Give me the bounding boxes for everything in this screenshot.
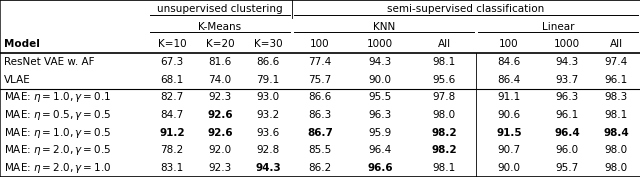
Text: 1000: 1000 (554, 39, 580, 49)
Text: 85.5: 85.5 (308, 145, 332, 155)
Text: 68.1: 68.1 (161, 75, 184, 85)
Text: 93.6: 93.6 (257, 128, 280, 138)
Text: 100: 100 (310, 39, 330, 49)
Text: 93.2: 93.2 (257, 110, 280, 120)
Text: 95.5: 95.5 (369, 92, 392, 102)
Text: 98.0: 98.0 (433, 110, 456, 120)
Text: Linear: Linear (541, 22, 574, 32)
Text: 81.6: 81.6 (209, 57, 232, 67)
Text: 95.7: 95.7 (556, 163, 579, 173)
Text: 67.3: 67.3 (161, 57, 184, 67)
Text: 90.0: 90.0 (497, 163, 520, 173)
Text: 94.3: 94.3 (255, 163, 281, 173)
Text: 75.7: 75.7 (308, 75, 332, 85)
Text: 95.6: 95.6 (433, 75, 456, 85)
Text: 90.6: 90.6 (497, 110, 520, 120)
Text: KNN: KNN (373, 22, 395, 32)
Text: 96.4: 96.4 (369, 145, 392, 155)
Text: 94.3: 94.3 (556, 57, 579, 67)
Text: 86.2: 86.2 (308, 163, 332, 173)
Text: 93.0: 93.0 (257, 92, 280, 102)
Text: K-Means: K-Means (198, 22, 241, 32)
Text: 98.1: 98.1 (604, 110, 628, 120)
Text: 98.3: 98.3 (604, 92, 628, 102)
Text: 77.4: 77.4 (308, 57, 332, 67)
Text: 94.3: 94.3 (369, 57, 392, 67)
Text: MAE: $\eta = 1.0, \gamma = 0.5$: MAE: $\eta = 1.0, \gamma = 0.5$ (4, 126, 111, 140)
Text: 95.9: 95.9 (369, 128, 392, 138)
Text: 84.7: 84.7 (161, 110, 184, 120)
Text: MAE: $\eta = 2.0, \gamma = 0.5$: MAE: $\eta = 2.0, \gamma = 0.5$ (4, 143, 111, 158)
Text: 96.0: 96.0 (556, 145, 579, 155)
Text: 96.3: 96.3 (556, 92, 579, 102)
Text: 97.8: 97.8 (433, 92, 456, 102)
Text: 86.6: 86.6 (257, 57, 280, 67)
Text: 100: 100 (499, 39, 519, 49)
Text: 86.4: 86.4 (497, 75, 520, 85)
Text: 98.2: 98.2 (431, 128, 457, 138)
Text: All: All (437, 39, 451, 49)
Text: 1000: 1000 (367, 39, 393, 49)
Text: 91.2: 91.2 (159, 128, 185, 138)
Text: 98.2: 98.2 (431, 145, 457, 155)
Text: unsupervised clustering: unsupervised clustering (157, 4, 283, 14)
Text: semi-supervised classification: semi-supervised classification (387, 4, 545, 14)
Text: MAE: $\eta = 0.5, \gamma = 0.5$: MAE: $\eta = 0.5, \gamma = 0.5$ (4, 108, 111, 122)
Text: 93.7: 93.7 (556, 75, 579, 85)
Text: 96.3: 96.3 (369, 110, 392, 120)
Text: MAE: $\eta = 1.0, \gamma = 0.1$: MAE: $\eta = 1.0, \gamma = 0.1$ (4, 90, 111, 104)
Text: 92.0: 92.0 (209, 145, 232, 155)
Text: K=30: K=30 (253, 39, 282, 49)
Text: 98.1: 98.1 (433, 163, 456, 173)
Text: 96.6: 96.6 (367, 163, 393, 173)
Text: K=10: K=10 (157, 39, 186, 49)
Text: 92.3: 92.3 (209, 163, 232, 173)
Text: K=20: K=20 (205, 39, 234, 49)
Text: Model: Model (4, 39, 40, 49)
Text: 98.4: 98.4 (603, 128, 629, 138)
Text: VLAE: VLAE (4, 75, 31, 85)
Text: 92.3: 92.3 (209, 92, 232, 102)
Text: 92.6: 92.6 (207, 110, 233, 120)
Text: 74.0: 74.0 (209, 75, 232, 85)
Text: 90.7: 90.7 (497, 145, 520, 155)
Text: 86.6: 86.6 (308, 92, 332, 102)
Text: 96.1: 96.1 (556, 110, 579, 120)
Text: 86.7: 86.7 (307, 128, 333, 138)
Text: 92.8: 92.8 (257, 145, 280, 155)
Text: All: All (609, 39, 623, 49)
Text: 98.1: 98.1 (433, 57, 456, 67)
Text: MAE: $\eta = 2.0, \gamma = 1.0$: MAE: $\eta = 2.0, \gamma = 1.0$ (4, 161, 111, 175)
Text: 84.6: 84.6 (497, 57, 520, 67)
Text: ResNet VAE w. AF: ResNet VAE w. AF (4, 57, 95, 67)
Text: 91.5: 91.5 (496, 128, 522, 138)
Text: 79.1: 79.1 (257, 75, 280, 85)
Text: 78.2: 78.2 (161, 145, 184, 155)
Text: 98.0: 98.0 (604, 145, 628, 155)
Text: 98.0: 98.0 (604, 163, 628, 173)
Text: 91.1: 91.1 (497, 92, 520, 102)
Text: 96.1: 96.1 (604, 75, 628, 85)
Text: 82.7: 82.7 (161, 92, 184, 102)
Text: 97.4: 97.4 (604, 57, 628, 67)
Text: 83.1: 83.1 (161, 163, 184, 173)
Text: 92.6: 92.6 (207, 128, 233, 138)
Text: 90.0: 90.0 (369, 75, 392, 85)
Text: 86.3: 86.3 (308, 110, 332, 120)
Text: 96.4: 96.4 (554, 128, 580, 138)
